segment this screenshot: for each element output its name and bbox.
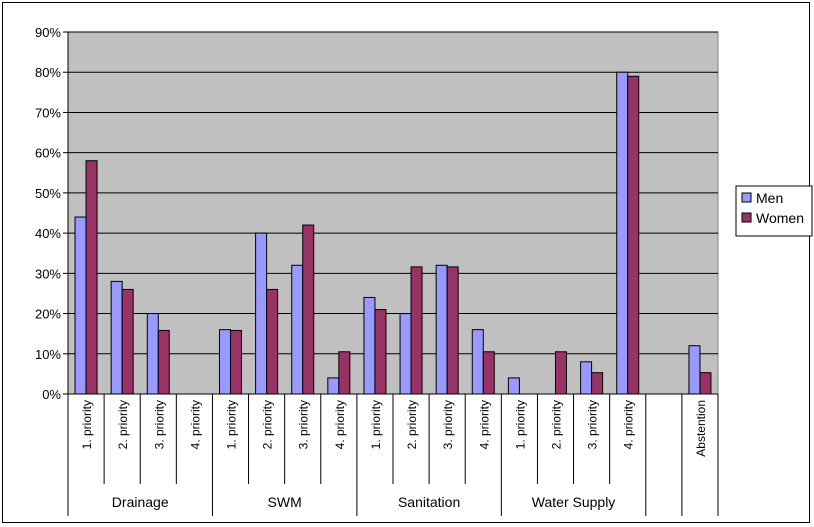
y-tick-label: 30% (35, 266, 61, 281)
category-label: 3. priority (297, 400, 311, 449)
bar-women-13 (555, 351, 567, 395)
category-label: 2. priority (405, 400, 419, 449)
bar-men-1 (110, 280, 123, 395)
group-label: Sanitation (398, 494, 460, 510)
category-label: 4. priority (622, 400, 636, 449)
y-tick-label: 0% (42, 387, 61, 402)
category-label: 1. priority (80, 400, 94, 449)
bar-women-11 (482, 351, 495, 395)
bar-women-14 (591, 372, 604, 395)
bar-men-17 (688, 345, 701, 395)
bar-men-9 (399, 313, 412, 395)
category-label: 4. priority (188, 400, 202, 449)
bar-women-8 (374, 309, 387, 395)
group-label: SWM (268, 494, 302, 510)
bar-women-15 (627, 75, 640, 395)
legend-swatch-women (741, 212, 752, 223)
category-label: 2. priority (116, 400, 130, 449)
bar-women-6 (302, 224, 315, 395)
bar-women-0 (85, 160, 98, 395)
category-label: 1. priority (513, 400, 527, 449)
bar-women-1 (121, 288, 134, 395)
category-label: 1. priority (225, 400, 239, 449)
category-label: 3. priority (152, 400, 166, 449)
legend-label-men: Men (756, 190, 783, 206)
bar-women-5 (266, 288, 279, 395)
bar-men-8 (363, 296, 376, 395)
bar-men-15 (616, 71, 629, 395)
bar-men-5 (255, 232, 268, 395)
bar-men-2 (146, 313, 159, 395)
legend-label-women: Women (756, 210, 804, 226)
category-label: 4. priority (477, 400, 491, 449)
group-label: Drainage (112, 494, 169, 510)
category-label: Abstention (694, 400, 708, 457)
bar-women-10 (446, 266, 459, 395)
bar-women-9 (410, 266, 423, 395)
y-tick-label: 60% (35, 146, 61, 161)
bar-women-17 (699, 372, 712, 395)
bar-men-6 (291, 264, 304, 395)
bar-men-11 (471, 329, 484, 395)
category-label: 4. priority (333, 400, 347, 449)
bar-men-4 (219, 329, 231, 395)
bar-men-7 (327, 377, 340, 395)
y-tick-label: 40% (35, 226, 61, 241)
category-label: 2. priority (261, 400, 275, 449)
legend-swatch-men (741, 192, 752, 203)
bar-men-12 (507, 377, 520, 395)
category-label: 2. priority (550, 400, 564, 449)
y-tick-label: 90% (35, 25, 61, 40)
category-label: 1. priority (369, 400, 383, 449)
y-tick-label: 80% (35, 65, 61, 80)
bar-women-4 (230, 329, 242, 395)
bar-men-14 (580, 361, 593, 395)
y-tick-label: 10% (35, 347, 61, 362)
bar-women-2 (157, 329, 170, 395)
plot-area (67, 31, 719, 395)
bar-women-7 (338, 351, 351, 395)
bar-men-10 (435, 264, 448, 395)
bar-men-0 (74, 216, 87, 395)
y-tick-label: 20% (35, 307, 61, 322)
y-tick-label: 50% (35, 186, 61, 201)
y-tick-label: 70% (35, 105, 61, 120)
group-label: Water Supply (532, 494, 616, 510)
category-label: 3. priority (441, 400, 455, 449)
category-label: 3. priority (586, 400, 600, 449)
